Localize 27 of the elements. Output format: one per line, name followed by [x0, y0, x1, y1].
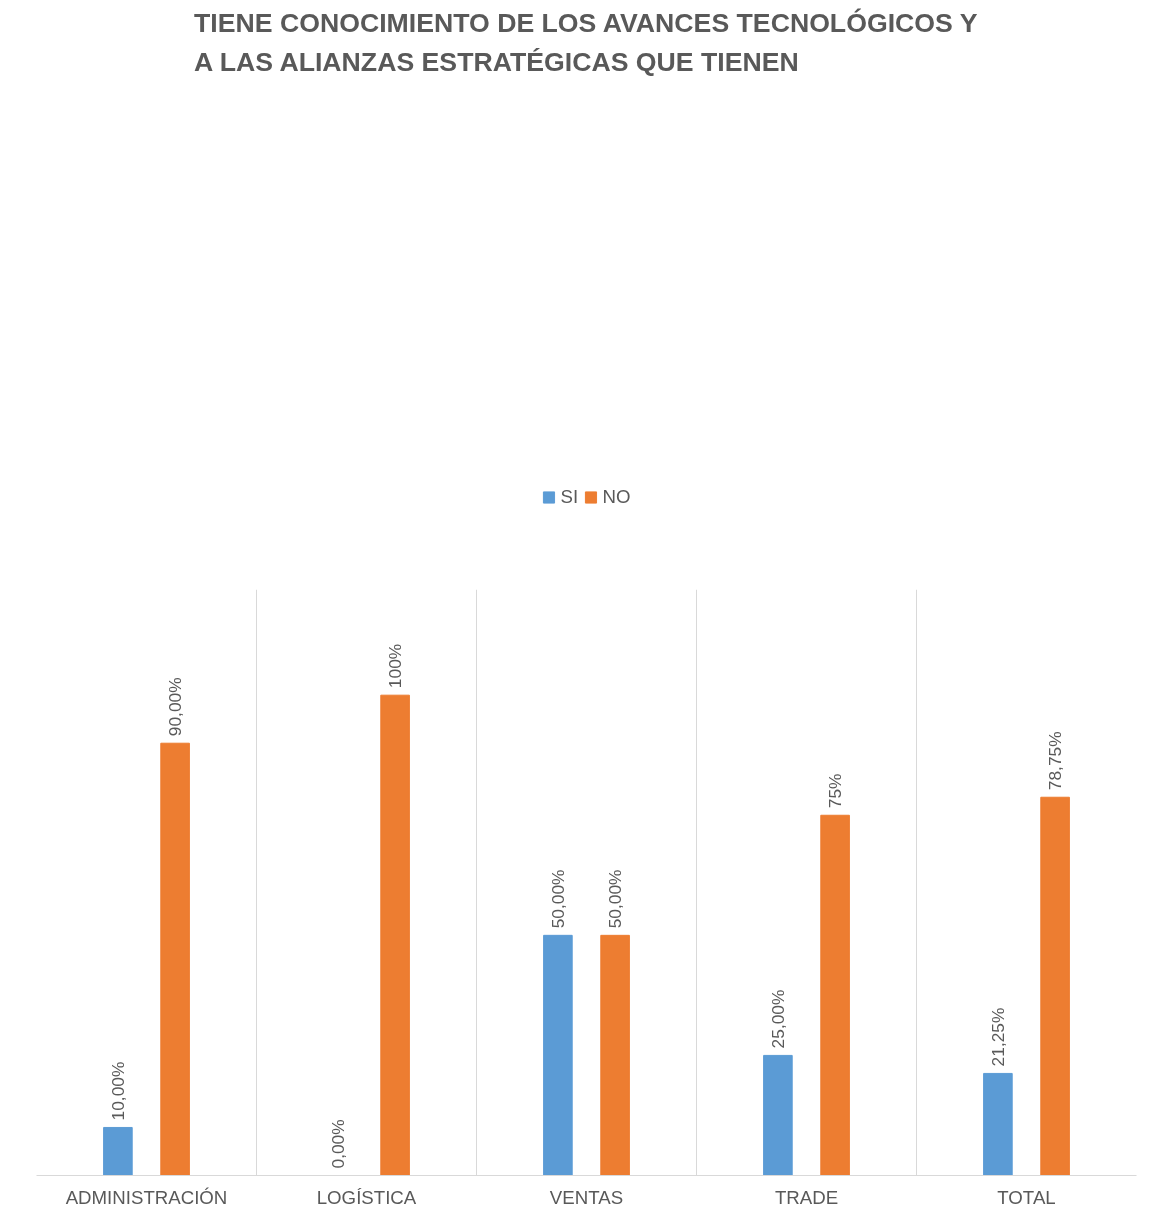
bar	[543, 934, 573, 1176]
legend-label: SI	[560, 486, 580, 508]
data-label: 90,00%	[165, 677, 186, 737]
legend-label: NO	[602, 486, 631, 508]
data-label: 78,75%	[1045, 731, 1066, 791]
data-label: 10,00%	[107, 1061, 128, 1121]
bar	[600, 934, 630, 1176]
bar	[160, 742, 190, 1176]
data-label: 75%	[825, 773, 846, 809]
x-tick-label: VENTAS	[549, 1186, 624, 1208]
bar	[1040, 796, 1070, 1176]
data-label: 50,00%	[605, 869, 626, 929]
x-tick-label: ADMINISTRACIÓN	[65, 1186, 228, 1208]
x-tick-label: LOGÍSTICA	[316, 1186, 417, 1208]
data-label: 25,00%	[767, 989, 788, 1049]
bar	[820, 814, 850, 1176]
data-label: 100%	[385, 643, 406, 689]
bar	[763, 1054, 793, 1176]
bar	[983, 1072, 1013, 1176]
bar	[380, 694, 410, 1176]
chart-title: TIENE CONOCIMIENTO DE LOS AVANCES TECNOLÓGICOS Y A LAS ALIANZAS ESTRATÉGICAS QUE TIENEN	[194, 7, 978, 77]
x-tick-label: TRADE	[774, 1186, 839, 1208]
data-label: 0,00%	[327, 1119, 348, 1169]
data-label: 21,25%	[987, 1007, 1008, 1067]
bar	[103, 1126, 133, 1176]
x-tick-label: TOTAL	[997, 1186, 1056, 1208]
data-label: 50,00%	[547, 869, 568, 929]
